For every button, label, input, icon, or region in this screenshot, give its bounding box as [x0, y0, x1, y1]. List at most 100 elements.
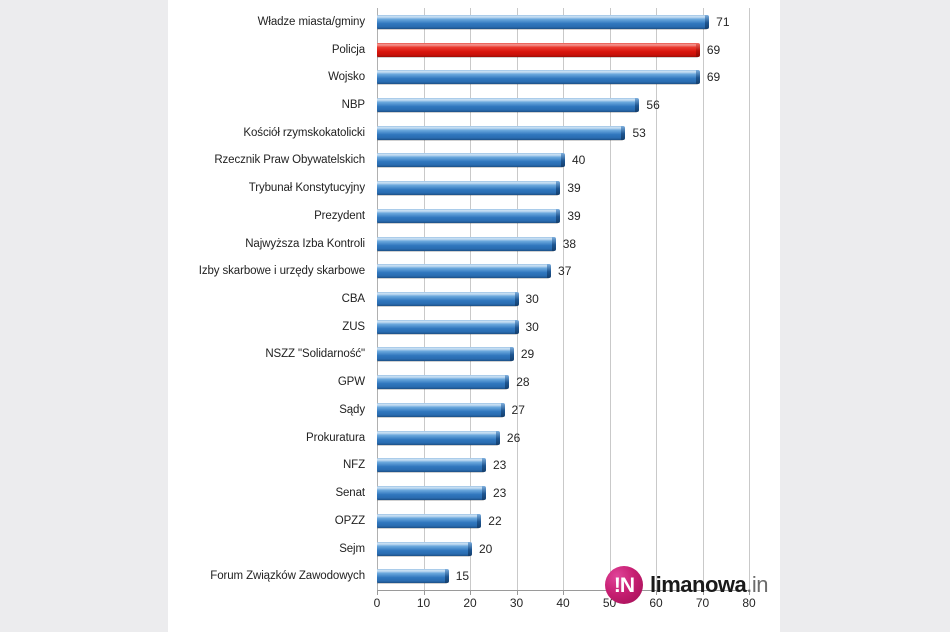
category-label: NBP	[341, 99, 365, 112]
category-label: ZUS	[342, 320, 365, 333]
x-axis-tick-labels: 0 10 20 30 40 50 60 70 80	[373, 590, 756, 620]
bar-value-label: 23	[492, 486, 507, 501]
bar-value-label: 39	[567, 181, 581, 196]
bar-row: 23	[377, 479, 749, 507]
category-label: Izby skarbowe i urzędy skarbowe	[198, 265, 365, 278]
category-label: Najwyższa Izba Kontroli	[245, 237, 365, 250]
category-label: Trybunał Konstytucyjny	[248, 182, 365, 195]
category-label: Rzecznik Praw Obywatelskich	[214, 154, 365, 167]
bar-row: 30	[377, 285, 749, 313]
x-axis-tickmark	[656, 590, 657, 595]
bar[interactable]	[377, 125, 626, 140]
logo-name: limanowa	[650, 572, 747, 597]
x-axis-tick-label: 20	[463, 596, 477, 610]
bar[interactable]	[377, 319, 518, 334]
bar[interactable]	[377, 458, 486, 473]
category-label: CBA	[341, 293, 365, 306]
x-axis-tickmark	[702, 590, 704, 595]
bar-row: 26	[377, 424, 749, 452]
bar[interactable]	[377, 513, 482, 528]
bar[interactable]	[377, 208, 561, 223]
gridline	[656, 8, 657, 590]
bar-row: 39	[377, 174, 749, 202]
bar[interactable]	[377, 153, 565, 168]
gridline	[749, 8, 750, 590]
bar-value-label: 29	[520, 347, 535, 362]
x-axis-tick-label: 10	[416, 596, 431, 610]
x-axis-tickmark	[423, 590, 425, 595]
bar-value-label: 71	[716, 14, 730, 29]
bar-row: 71	[377, 8, 749, 36]
x-axis-tick-label: 40	[556, 596, 570, 610]
bar[interactable]	[377, 14, 710, 29]
category-label: NSZZ "Solidarność"	[265, 348, 365, 361]
x-axis-tickmark	[516, 590, 518, 595]
bar-value-label: 28	[516, 375, 530, 390]
x-axis-tickmark	[563, 590, 564, 595]
bar-row: 22	[377, 507, 749, 535]
category-label: GPW	[337, 376, 365, 389]
bar[interactable]	[377, 70, 700, 85]
bar-value-label: 22	[488, 513, 502, 528]
bar-value-label: 15	[455, 569, 470, 584]
x-axis-tick-label: 80	[742, 596, 756, 610]
bar[interactable]	[377, 181, 561, 196]
chart-canvas: Władze miasta/gminy Policja Wojsko NBP Kości…	[168, 0, 780, 632]
bar[interactable]	[377, 236, 556, 251]
bar-row: 40	[377, 147, 749, 175]
category-label: Forum Związków Zawodowych	[210, 570, 365, 583]
category-label: Prezydent	[314, 209, 365, 222]
bar-row: 20	[377, 535, 749, 563]
bar[interactable]	[377, 264, 552, 279]
bar-highlighted[interactable]	[377, 42, 700, 57]
bar[interactable]	[377, 486, 486, 501]
category-label: OPZZ	[334, 514, 365, 527]
bar[interactable]	[377, 98, 640, 113]
bar-value-label: 37	[558, 264, 572, 279]
bar-row: 28	[377, 368, 749, 396]
bar-value-label: 23	[492, 458, 507, 473]
gridline	[702, 8, 704, 590]
bar[interactable]	[377, 541, 472, 556]
logo-tld: .in	[746, 572, 768, 597]
bar-row: 53	[377, 119, 749, 147]
bar-value-label: 39	[567, 208, 581, 223]
category-axis-labels: Władze miasta/gminy Policja Wojsko NBP Kości…	[168, 8, 371, 590]
bar-value-label: 26	[506, 430, 521, 445]
bar-row: 23	[377, 452, 749, 480]
category-label: Sejm	[339, 542, 365, 555]
gridline	[563, 8, 564, 590]
logo-badge-icon: !N	[605, 566, 643, 604]
bar-value-label: 27	[511, 402, 525, 417]
bar-value-label: 69	[706, 42, 721, 57]
bar-row: 38	[377, 230, 749, 258]
bar-value-label: 38	[562, 236, 577, 251]
bar[interactable]	[377, 347, 514, 362]
category-label: Prokuratura	[306, 431, 365, 444]
bar[interactable]	[377, 430, 500, 445]
bar-row: 15	[377, 562, 749, 590]
category-label: Kościół rzymskokatolicki	[243, 126, 365, 139]
x-axis-tick-label: 30	[509, 596, 524, 610]
bar-row: 27	[377, 396, 749, 424]
bar-value-label: 20	[479, 541, 493, 556]
bar-value-label: 30	[525, 292, 539, 307]
category-label: Sądy	[339, 403, 365, 416]
bar-chart: Władze miasta/gminy Policja Wojsko NBP Kości…	[168, 0, 780, 632]
bar[interactable]	[377, 292, 518, 307]
x-axis-tickmark	[470, 590, 471, 595]
bar[interactable]	[377, 569, 449, 584]
category-label: Senat	[335, 487, 365, 500]
x-axis-tick-label: 0	[373, 596, 381, 610]
bar[interactable]	[377, 375, 510, 390]
bar-row: 56	[377, 91, 749, 119]
x-axis-tickmark	[749, 590, 750, 595]
bar-row: 37	[377, 257, 749, 285]
bar-value-label: 40	[572, 153, 586, 168]
logo-wordmark: limanowa.in	[650, 572, 768, 598]
bar[interactable]	[377, 402, 505, 417]
bar-row: 69	[377, 63, 749, 91]
category-label: Policja	[331, 43, 365, 56]
plot-area: 71 69 69 56 53 40 39 39 38 37 30 30 29 28 27 26 23 23 22 20…	[377, 8, 750, 590]
